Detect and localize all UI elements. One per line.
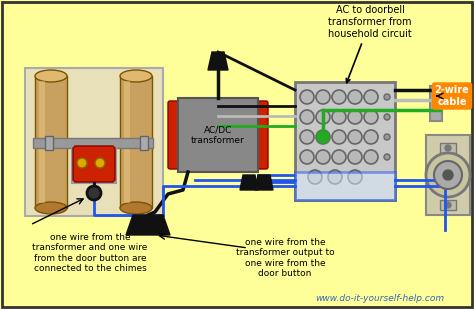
Circle shape	[87, 186, 101, 200]
Circle shape	[364, 130, 378, 144]
Circle shape	[328, 170, 342, 184]
Circle shape	[443, 170, 453, 180]
Circle shape	[384, 154, 390, 160]
Bar	[178, 98, 258, 172]
Circle shape	[300, 150, 314, 164]
Text: one wire from the
transformer and one wire
from the door button are
connected to: one wire from the transformer and one wi…	[32, 233, 148, 273]
Bar	[35, 76, 67, 208]
Circle shape	[316, 130, 330, 144]
Circle shape	[332, 150, 346, 164]
Circle shape	[348, 170, 362, 184]
Ellipse shape	[35, 202, 67, 214]
Bar	[124, 81, 130, 203]
Circle shape	[364, 150, 378, 164]
Bar	[25, 68, 163, 216]
Bar	[426, 135, 470, 215]
FancyBboxPatch shape	[73, 146, 115, 182]
Circle shape	[300, 130, 314, 144]
Circle shape	[384, 94, 390, 100]
Text: one wire from the
transformer output to
one wire from the
door button: one wire from the transformer output to …	[236, 238, 334, 278]
Polygon shape	[255, 175, 273, 190]
Bar	[440, 200, 456, 210]
Bar	[72, 145, 116, 183]
Bar	[140, 136, 148, 150]
Circle shape	[384, 134, 390, 140]
Polygon shape	[240, 175, 258, 190]
Circle shape	[316, 110, 330, 124]
Circle shape	[300, 110, 314, 124]
Bar	[33, 138, 153, 148]
Text: 2-wire
cable: 2-wire cable	[435, 85, 469, 107]
Circle shape	[316, 150, 330, 164]
Text: AC to doorbell
transformer from
household circuit: AC to doorbell transformer from househol…	[328, 5, 412, 83]
Circle shape	[348, 110, 362, 124]
Bar	[45, 136, 53, 150]
Circle shape	[316, 90, 330, 104]
Text: AC/DC
transformer: AC/DC transformer	[191, 125, 245, 145]
Bar	[295, 172, 395, 200]
FancyBboxPatch shape	[168, 101, 186, 169]
Ellipse shape	[120, 70, 152, 82]
Circle shape	[364, 90, 378, 104]
Polygon shape	[126, 215, 170, 235]
FancyBboxPatch shape	[250, 101, 268, 169]
Ellipse shape	[120, 202, 152, 214]
Circle shape	[300, 90, 314, 104]
Polygon shape	[208, 52, 228, 70]
Circle shape	[317, 131, 329, 143]
Circle shape	[384, 114, 390, 120]
Ellipse shape	[35, 70, 67, 82]
Circle shape	[332, 90, 346, 104]
Circle shape	[77, 158, 87, 168]
Bar	[39, 81, 45, 203]
Bar	[430, 86, 442, 121]
Circle shape	[434, 161, 462, 189]
Circle shape	[332, 130, 346, 144]
Circle shape	[348, 90, 362, 104]
Circle shape	[95, 158, 105, 168]
Bar	[440, 143, 456, 153]
Bar	[295, 82, 395, 200]
Circle shape	[348, 130, 362, 144]
Circle shape	[348, 150, 362, 164]
Circle shape	[308, 170, 322, 184]
Circle shape	[332, 110, 346, 124]
Circle shape	[445, 202, 451, 208]
Text: www.do-it-yourself-help.com: www.do-it-yourself-help.com	[315, 294, 445, 303]
Bar	[120, 76, 152, 208]
Circle shape	[426, 153, 470, 197]
Circle shape	[445, 145, 451, 151]
Circle shape	[364, 110, 378, 124]
